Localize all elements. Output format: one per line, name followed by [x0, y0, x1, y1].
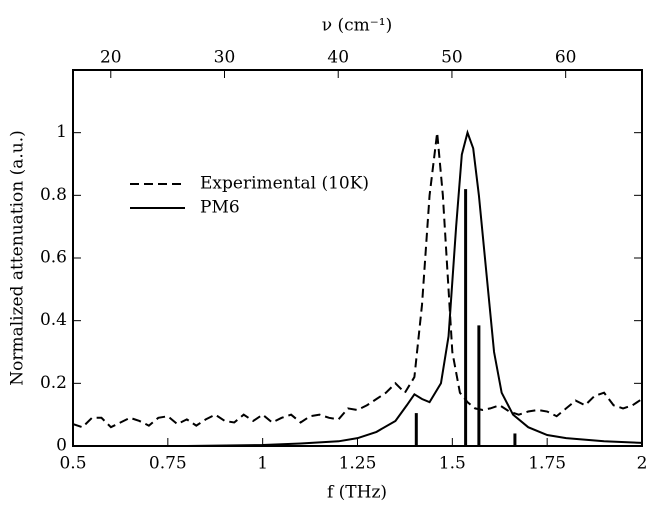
x-tick-label: 1.5 [439, 454, 466, 474]
x-tick-label: 0.75 [149, 454, 187, 474]
y-tick-label: 0 [56, 436, 67, 456]
y-tick-label: 0.2 [40, 373, 67, 393]
x2-tick-label: 20 [100, 48, 122, 68]
x-tick-label: 1.25 [339, 454, 377, 474]
y-tick-label: 0.8 [40, 185, 67, 205]
y-tick-label: 0.6 [40, 248, 67, 268]
x2-tick-label: 30 [214, 48, 236, 68]
y-tick-label: 1 [56, 122, 67, 142]
y-axis-label: Normalized attenuation (a.u.) [8, 130, 28, 386]
legend-label: Experimental (10K) [200, 174, 369, 194]
x-tick-label: 2 [637, 454, 648, 474]
y-tick-label: 0.4 [40, 310, 67, 330]
series-line [72, 132, 643, 429]
x-tick-label: 0.5 [59, 454, 86, 474]
x2-axis-label: ν (cm⁻¹) [322, 16, 392, 36]
x2-tick-label: 60 [555, 48, 577, 68]
x-tick-label: 1.75 [528, 454, 566, 474]
x2-tick-label: 40 [327, 48, 349, 68]
x-axis-label: f (THz) [327, 483, 387, 503]
series-line [73, 129, 643, 447]
x2-tick-label: 50 [441, 48, 463, 68]
x-tick-label: 1 [257, 454, 268, 474]
legend-label: PM6 [200, 198, 240, 218]
plot-frame [72, 69, 643, 447]
